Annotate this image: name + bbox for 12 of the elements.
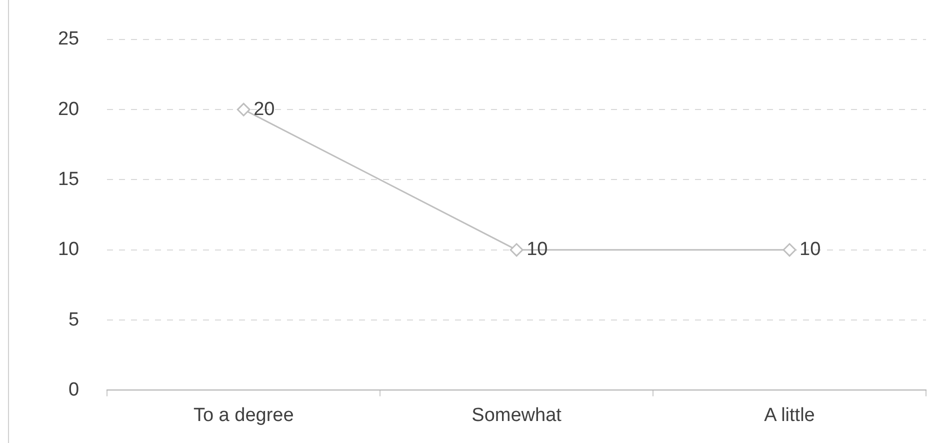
x-tick-label: A little (764, 404, 815, 426)
y-tick-label: 25 (58, 28, 80, 50)
y-tick-label: 5 (68, 309, 80, 330)
x-tick-label: Somewhat (472, 404, 562, 426)
data-label: 10 (526, 239, 548, 260)
data-label: 10 (800, 239, 821, 260)
y-tick-label: 20 (58, 98, 80, 120)
y-tick-label: 15 (58, 168, 80, 190)
data-label: 20 (254, 98, 275, 120)
y-tick-label: 0 (68, 379, 80, 400)
x-tick-label: To a degree (193, 404, 294, 426)
y-tick-label: 10 (58, 239, 80, 260)
